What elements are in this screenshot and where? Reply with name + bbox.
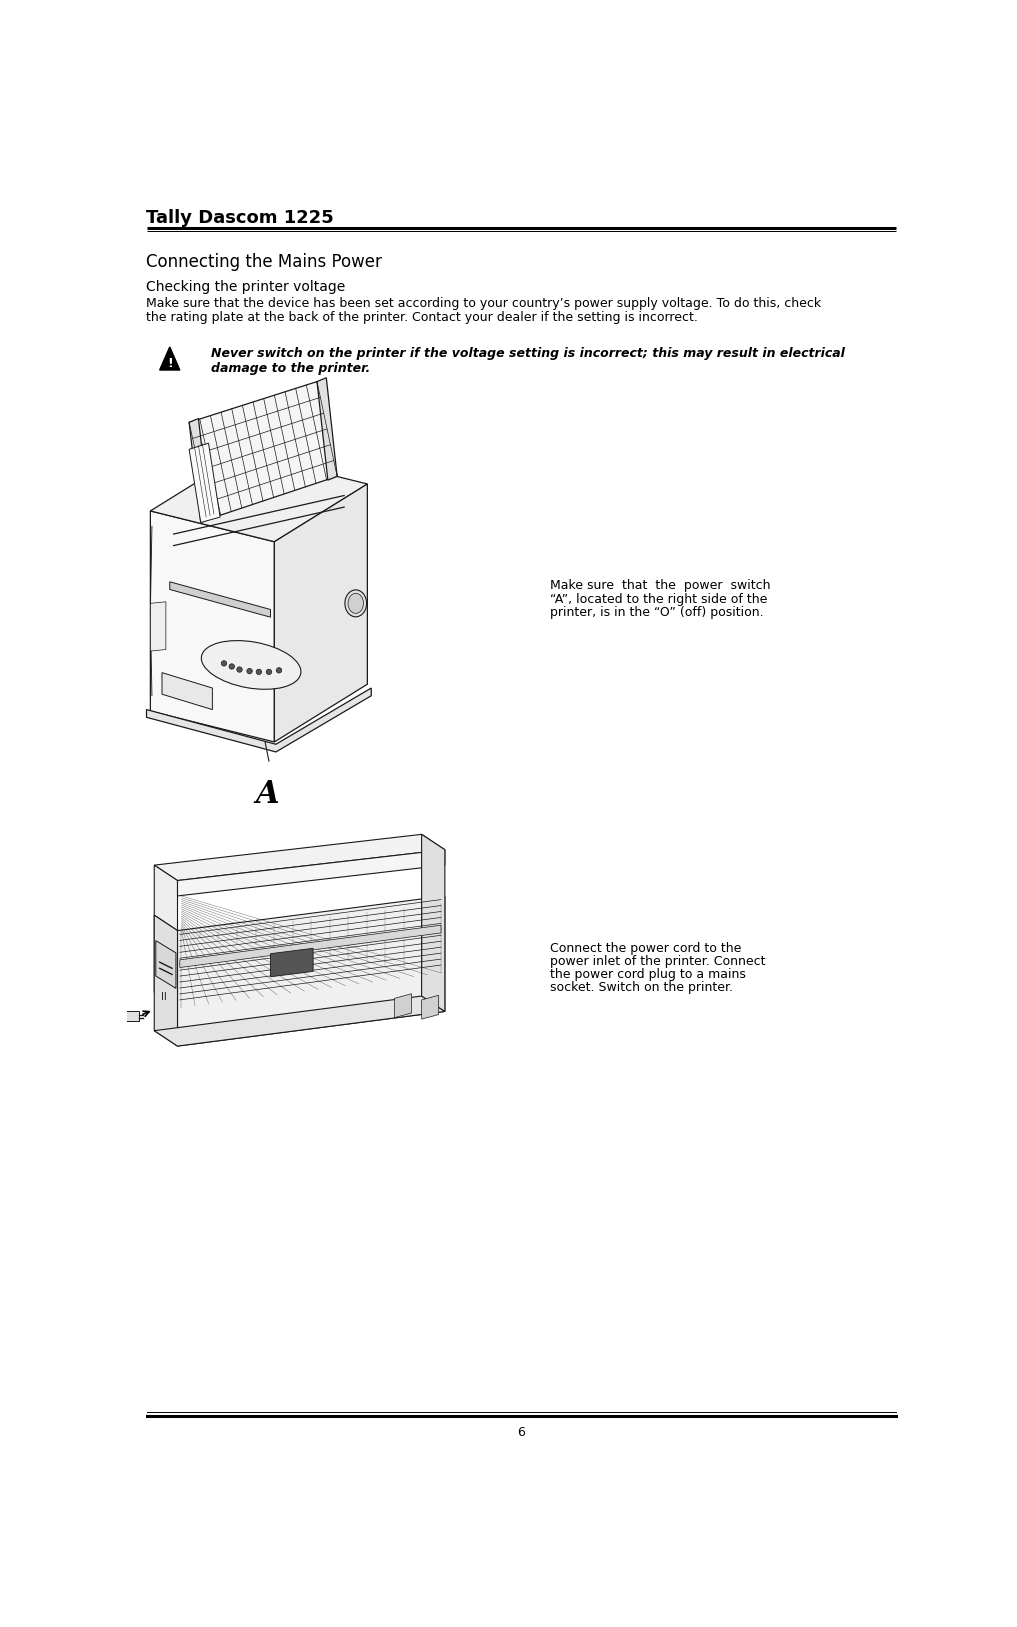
Text: !: ! [167,356,173,369]
Polygon shape [146,688,371,752]
Text: Tally Dascom 1225: Tally Dascom 1225 [146,210,335,228]
Polygon shape [189,382,338,519]
Polygon shape [180,926,441,968]
Text: Connect the power cord to the: Connect the power cord to the [549,942,740,955]
Text: Never switch on the printer if the voltage setting is incorrect; this may result: Never switch on the printer if the volta… [211,347,845,360]
Text: Checking the printer voltage: Checking the printer voltage [146,280,346,294]
Polygon shape [155,996,444,1046]
Ellipse shape [201,641,301,690]
Text: power inlet of the printer. Connect: power inlet of the printer. Connect [549,955,765,968]
Ellipse shape [345,591,366,617]
Polygon shape [178,896,444,1046]
Text: II: II [161,992,167,1002]
Text: damage to the printer.: damage to the printer. [211,363,370,376]
Polygon shape [155,866,178,931]
Text: Make sure that the device has been set according to your country’s power supply : Make sure that the device has been set a… [146,296,822,309]
Polygon shape [395,994,412,1017]
Text: A: A [255,779,280,810]
Polygon shape [422,835,444,1012]
Polygon shape [178,849,444,896]
Polygon shape [156,940,176,988]
Text: the rating plate at the back of the printer. Contact your dealer if the setting : the rating plate at the back of the prin… [146,311,699,324]
Circle shape [222,661,227,665]
Polygon shape [160,347,180,369]
Circle shape [237,667,242,672]
Polygon shape [155,916,178,1046]
Polygon shape [317,377,338,480]
Text: socket. Switch on the printer.: socket. Switch on the printer. [549,981,732,994]
Text: “A”, located to the right side of the: “A”, located to the right side of the [549,592,767,605]
Polygon shape [422,996,438,1019]
Ellipse shape [348,594,363,613]
Polygon shape [170,582,271,617]
Polygon shape [271,949,313,976]
Text: printer, is in the “O” (off) position.: printer, is in the “O” (off) position. [549,607,763,620]
Polygon shape [275,483,367,742]
Polygon shape [151,602,166,651]
Text: Connecting the Mains Power: Connecting the Mains Power [146,252,382,272]
Polygon shape [155,916,178,1007]
Text: the power cord plug to a mains: the power cord plug to a mains [549,968,745,981]
Polygon shape [151,511,275,742]
Polygon shape [189,418,211,522]
Circle shape [256,669,261,675]
Text: 6: 6 [517,1425,525,1438]
Polygon shape [162,672,213,709]
Polygon shape [189,443,220,522]
Circle shape [229,664,235,669]
Polygon shape [125,1012,138,1020]
Polygon shape [155,835,444,880]
Circle shape [277,667,282,674]
Polygon shape [151,454,367,542]
Circle shape [266,669,272,675]
Text: Make sure  that  the  power  switch: Make sure that the power switch [549,579,770,592]
Circle shape [247,669,252,674]
